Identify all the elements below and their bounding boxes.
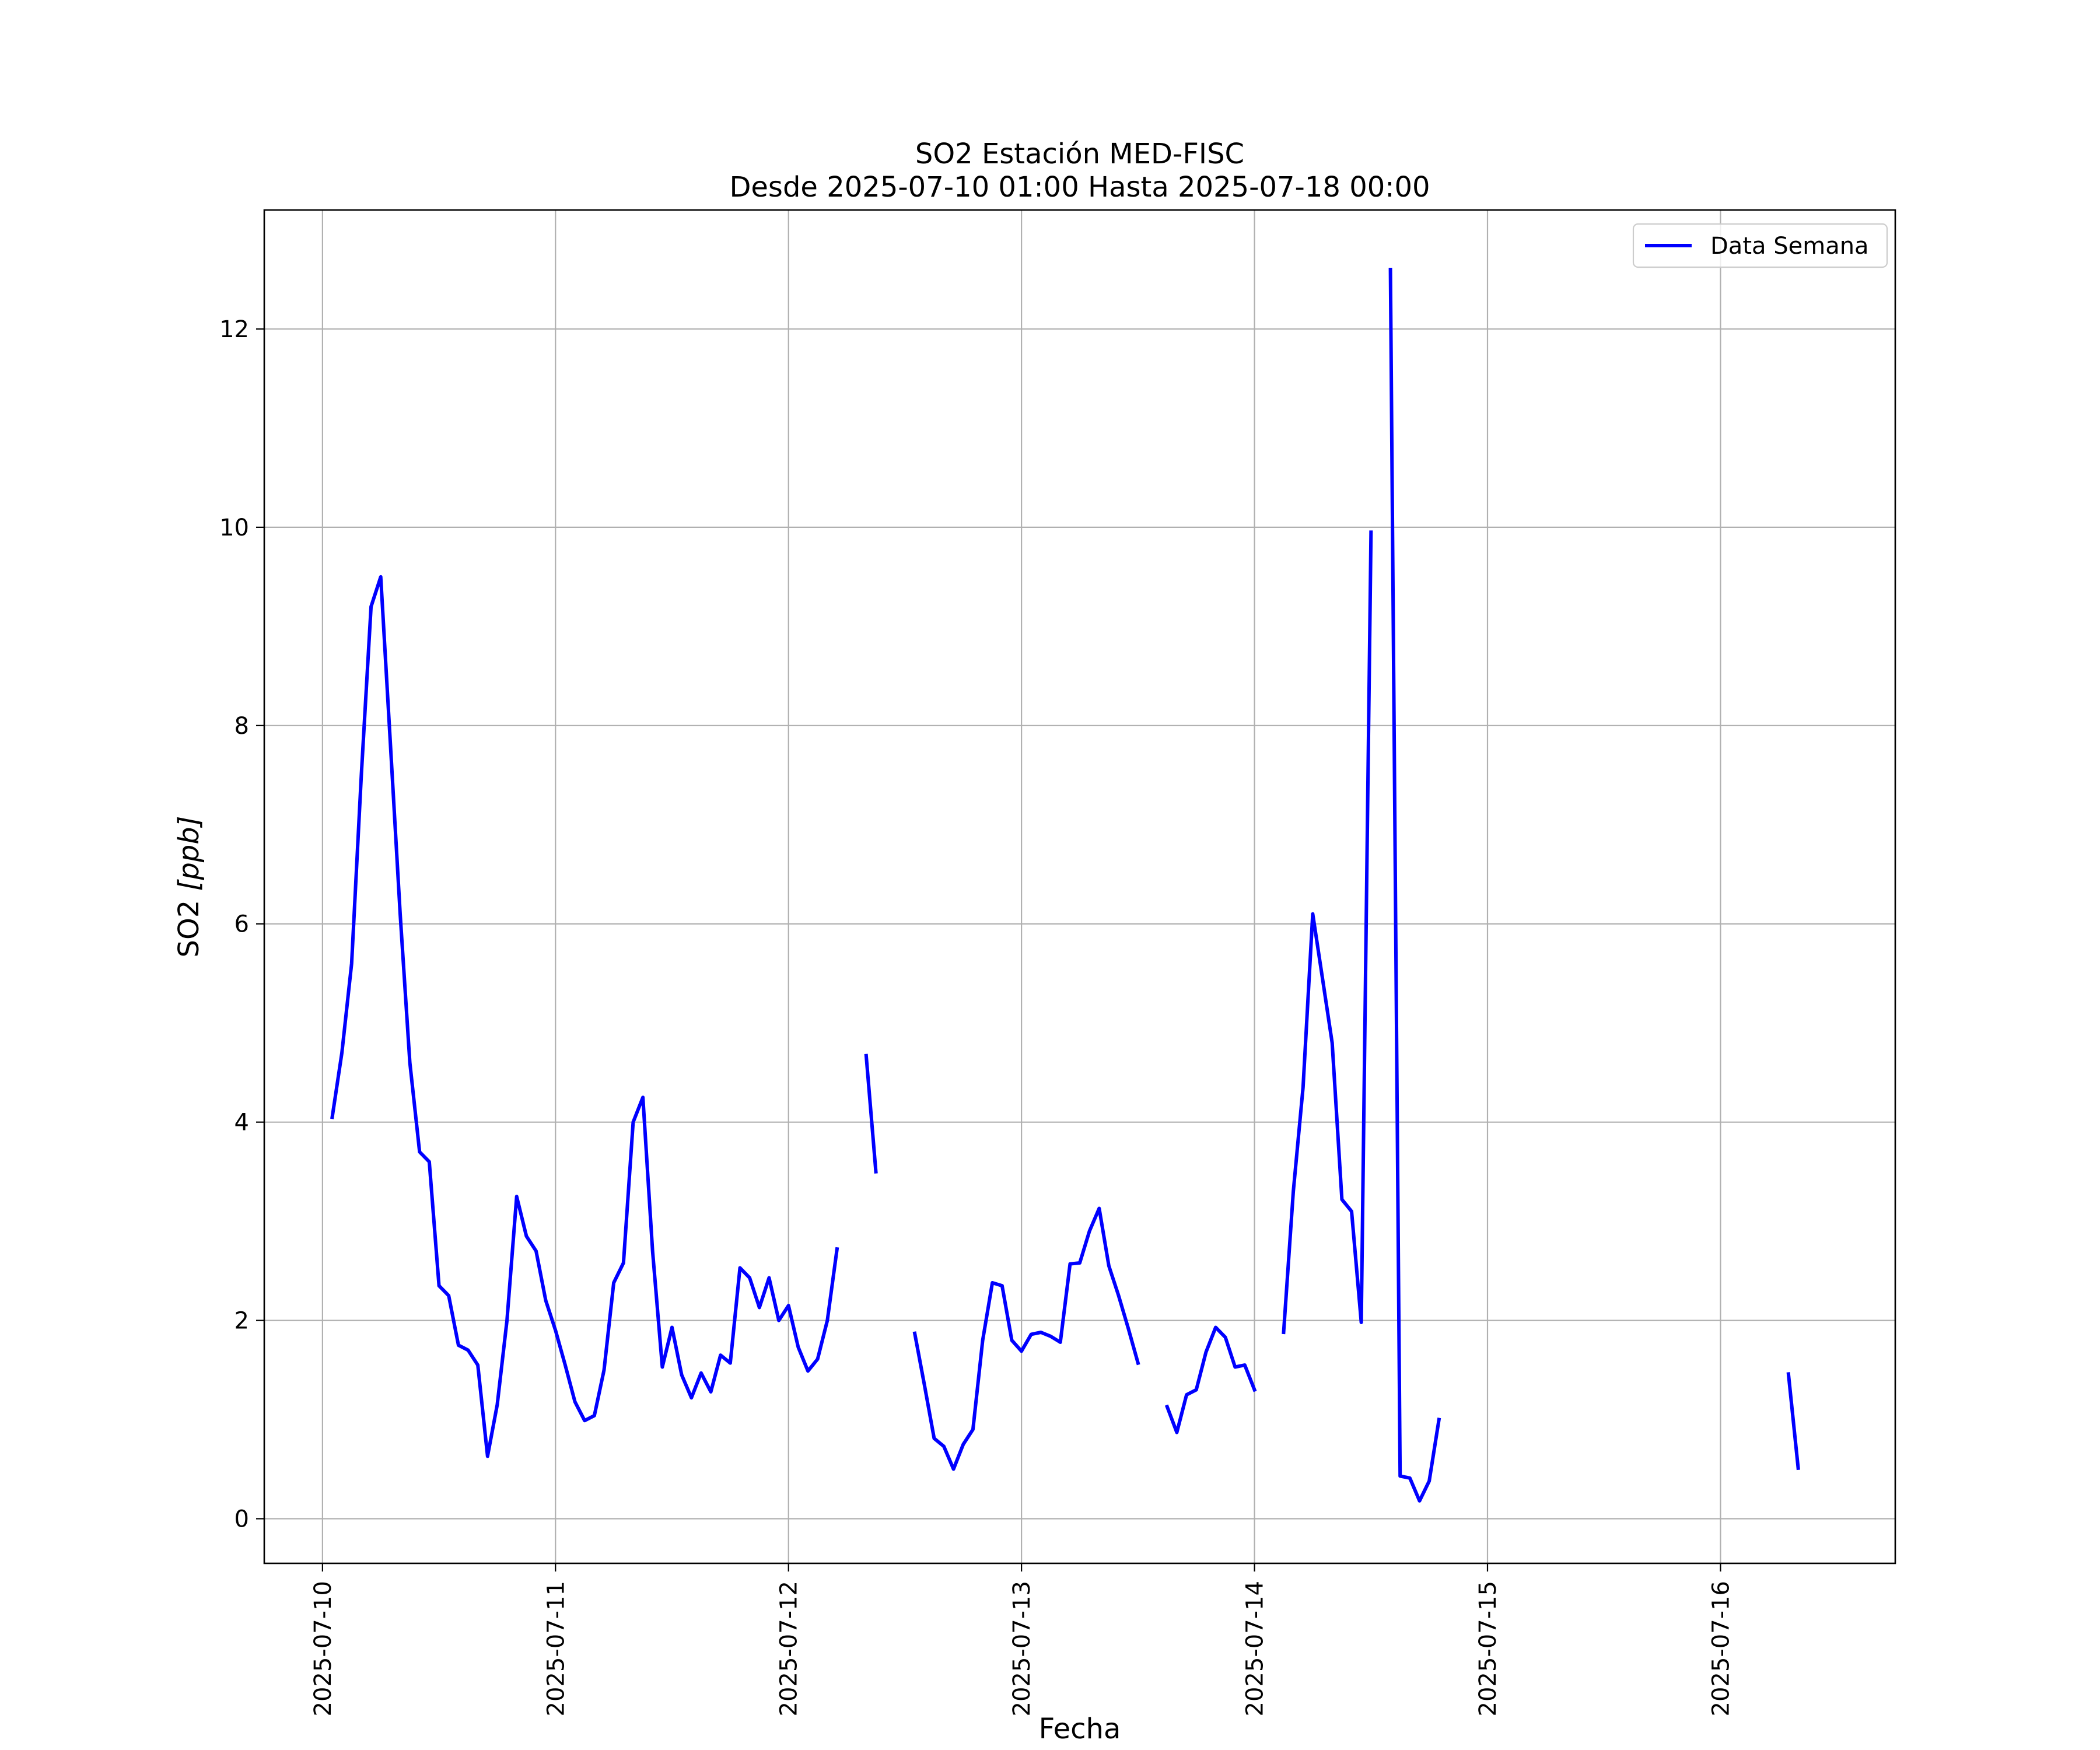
plot-frame — [263, 209, 1896, 1564]
series-line-segment — [330, 575, 839, 1458]
y-tick-label: 0 — [235, 1506, 249, 1533]
legend-box — [1632, 223, 1888, 268]
x-tick-label: 2025-07-14 — [1242, 1581, 1269, 1716]
x-tick-label: 2025-07-15 — [1475, 1581, 1502, 1716]
y-axis-label: SO2 [ppb] — [173, 816, 205, 958]
series-line-segment — [864, 1054, 878, 1174]
grid-lines — [264, 210, 1895, 1563]
y-axis-label-main: SO2 — [173, 891, 205, 957]
y-tick-label: 8 — [235, 713, 249, 740]
x-tick-label: 2025-07-16 — [1707, 1581, 1734, 1716]
x-tick-label: 2025-07-12 — [776, 1581, 803, 1716]
series-line-segment — [1786, 1372, 1800, 1471]
y-axis-label-unit: [ppb] — [173, 816, 205, 891]
x-tick-label: 2025-07-11 — [542, 1581, 569, 1716]
x-tick-label: 2025-07-13 — [1009, 1581, 1035, 1716]
y-tick-label: 6 — [235, 911, 249, 938]
y-tick-label: 10 — [219, 514, 249, 541]
legend-label-data-semana: Data Semana — [1710, 233, 1869, 260]
chart-title: SO2 Estación MED-FISC — [915, 138, 1244, 170]
x-axis-label: Fecha — [1039, 1713, 1121, 1745]
axis-ticks: 2025-07-10 2025-07-11 2025-07-12 2025-07-13… — [219, 316, 1734, 1717]
legend: Data Semana — [1632, 223, 1888, 268]
y-tick-label: 4 — [235, 1110, 249, 1136]
chart-subtitle: Desde 2025-07-10 01:00 Hasta 2025-07-18 … — [729, 171, 1430, 204]
series-line-segment — [1388, 267, 1441, 1503]
y-tick-label: 2 — [235, 1308, 249, 1335]
x-tick-label: 2025-07-10 — [310, 1581, 337, 1716]
series-line-segment — [1164, 1325, 1257, 1434]
series-line-segment — [1282, 530, 1373, 1335]
series-lines — [330, 267, 1800, 1503]
series-line-segment — [912, 1206, 1140, 1471]
y-tick-label: 12 — [219, 316, 249, 343]
